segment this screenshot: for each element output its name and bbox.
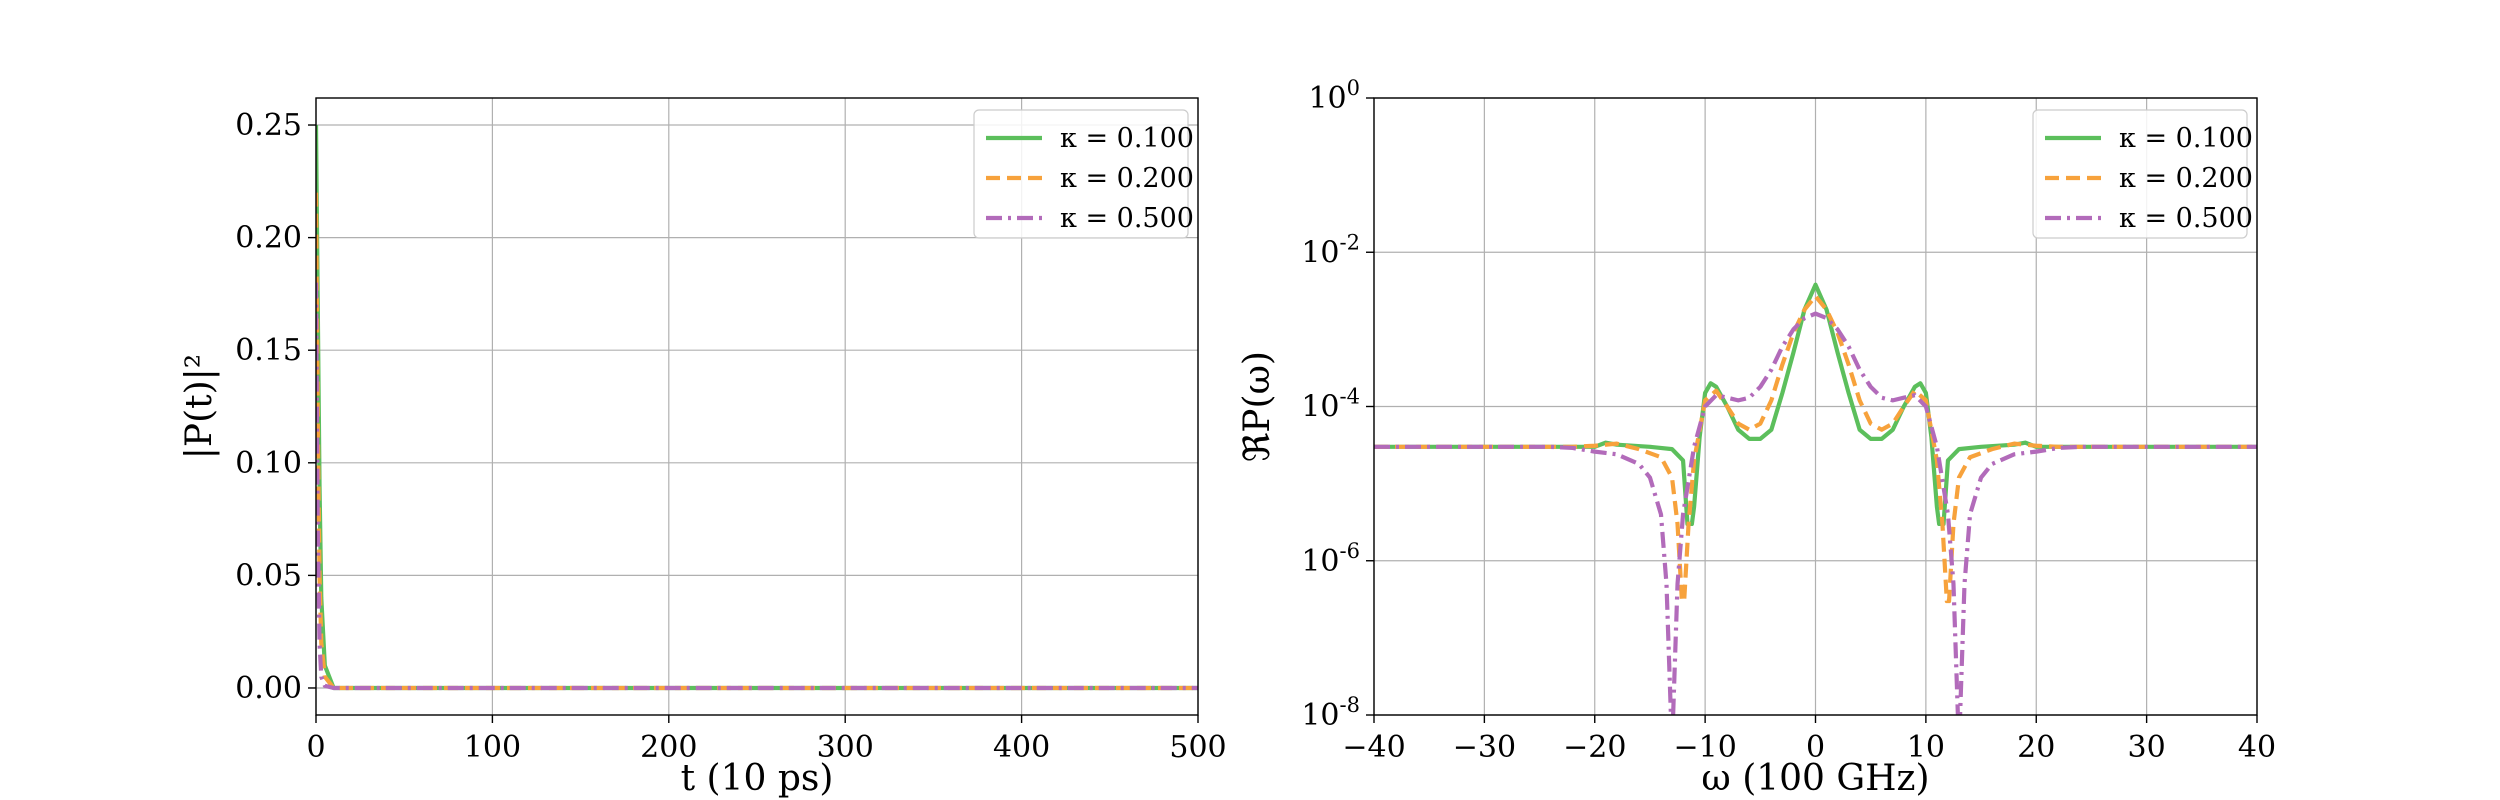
y-tick-base: 10 — [1301, 390, 1339, 425]
y-tick-label: 10-4 — [1301, 385, 1360, 425]
y-tick-label: 0.10 — [235, 446, 302, 481]
series-group — [316, 124, 1198, 691]
x-tick-label: 100 — [464, 730, 521, 765]
y-tick-exponent: -4 — [1340, 385, 1360, 409]
y-tick-base: 10 — [1308, 81, 1346, 116]
legend-label: κ = 0.500 — [2119, 203, 2253, 234]
x-tick-label: 200 — [640, 730, 697, 765]
x-tick-label: 20 — [2017, 730, 2055, 765]
x-tick-label: 500 — [1169, 730, 1226, 765]
x-tick-label: 400 — [993, 730, 1050, 765]
legend-label: κ = 0.100 — [2119, 123, 2253, 154]
y-tick-label: 100 — [1308, 76, 1360, 116]
y-tick-base: 10 — [1301, 544, 1339, 579]
legend-label: κ = 0.200 — [1060, 163, 1194, 194]
x-tick-label: 40 — [2238, 730, 2276, 765]
x-tick-label: 0 — [1806, 730, 1825, 765]
legend: κ = 0.100 κ = 0.200 κ = 0.500 — [973, 109, 1194, 239]
y-tick-label: 0.25 — [235, 108, 302, 143]
legend-label: κ = 0.100 — [1060, 123, 1194, 154]
legend-box — [973, 109, 1189, 239]
y-tick-exponent: -2 — [1340, 230, 1360, 254]
y-tick-label: 0.15 — [235, 333, 302, 368]
y-tick-exponent: -6 — [1340, 539, 1360, 563]
x-tick-label: −30 — [1453, 730, 1516, 765]
y-tick-label: 10-8 — [1301, 693, 1360, 733]
x-tick-label: 10 — [1907, 730, 1945, 765]
x-tick-label: 300 — [817, 730, 874, 765]
series-line-kappa-0-500 — [1374, 311, 2257, 715]
y-tick-label: 0.05 — [235, 558, 302, 593]
x-tick-label: 30 — [2128, 730, 2166, 765]
legend: κ = 0.100 κ = 0.200 κ = 0.500 — [2032, 109, 2253, 239]
x-axis-label: ω (100 GHz) — [1701, 758, 1929, 799]
series-group — [1374, 282, 2257, 715]
y-axis-label: |P(t)|² — [179, 354, 220, 459]
y-tick-label: 10-6 — [1301, 539, 1360, 579]
x-tick-label: −20 — [1563, 730, 1626, 765]
x-tick-label: 0 — [306, 730, 325, 765]
y-tick-base: 10 — [1301, 698, 1339, 733]
y-tick-label: 0.20 — [235, 221, 302, 256]
y-tick-label: 0.00 — [235, 671, 302, 706]
x-axis-label: t (10 ps) — [681, 758, 834, 799]
y-tick-exponent: 0 — [1347, 76, 1360, 100]
series-line-kappa-0-500 — [316, 282, 1198, 691]
y-axis-label: ℜP(ω) — [1237, 351, 1278, 462]
axes-frame — [315, 97, 1199, 716]
right-panel-spectrum: −40 −30 −20 −10 0 10 20 30 4010-810-610-410-2100… — [1237, 76, 2276, 799]
y-tick-label: 10-2 — [1301, 230, 1360, 270]
x-tick-label: −10 — [1673, 730, 1736, 765]
y-tick-exponent: -8 — [1340, 693, 1360, 717]
legend-label: κ = 0.500 — [1060, 203, 1194, 234]
y-tick-base: 10 — [1301, 235, 1339, 270]
left-panel-time-domain: 0 100 200 300 400 500 0.00 0.05 0.10 0.15 0.20 0.25… — [179, 97, 1227, 799]
x-tick-label: −40 — [1342, 730, 1405, 765]
series-line-kappa-0-200 — [316, 192, 1198, 691]
legend-box — [2032, 109, 2248, 239]
legend-label: κ = 0.200 — [2119, 163, 2253, 194]
